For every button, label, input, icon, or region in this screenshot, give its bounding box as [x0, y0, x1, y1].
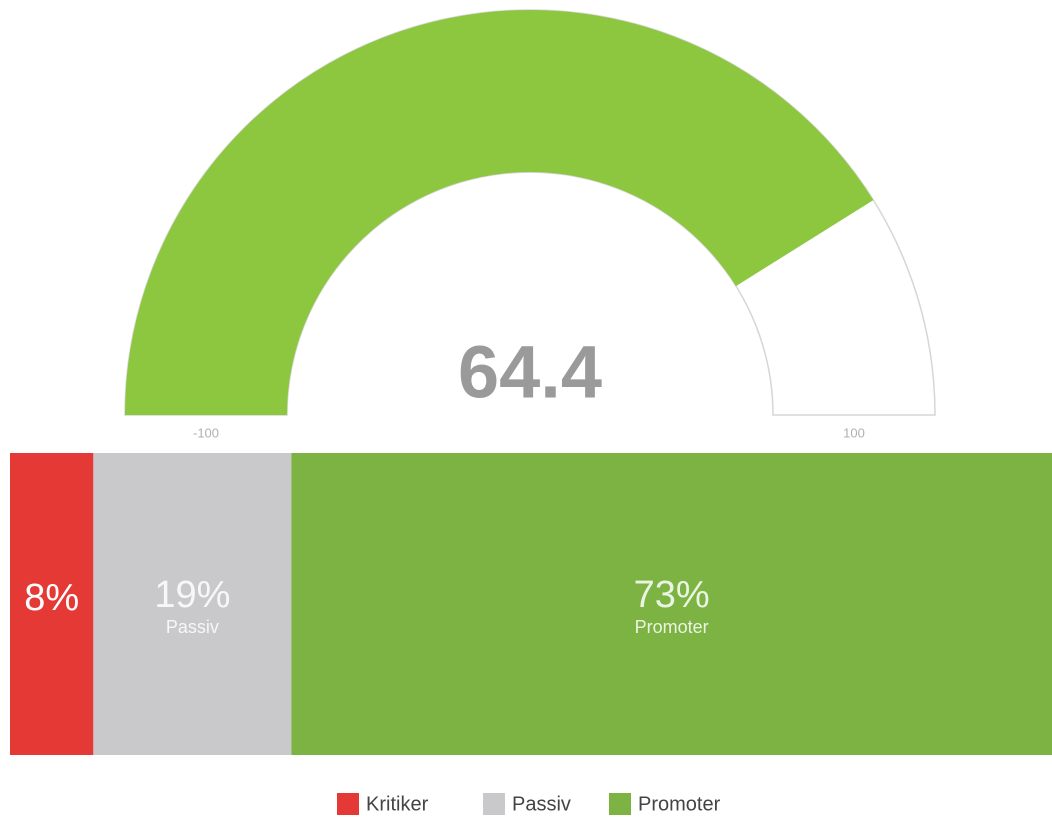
bar-segment [93, 453, 292, 755]
bar-segment [10, 453, 94, 755]
segment-value-label: 19% [154, 574, 230, 616]
segment-value-label: 73% [634, 574, 710, 616]
legend-swatch [337, 793, 359, 815]
gauge-fill [125, 9, 874, 416]
bar-segment [291, 453, 1052, 755]
segment-name-label: Promoter [635, 617, 709, 637]
legend-label: Passiv [512, 793, 571, 815]
legend-swatch [483, 793, 505, 815]
gauge-tick-label: -100 [193, 425, 219, 440]
segment-name-label: Passiv [166, 617, 219, 637]
legend-label: Promoter [638, 793, 721, 815]
legend-label: Kritiker [366, 793, 429, 815]
gauge-tick-label: 100 [843, 425, 865, 440]
segment-value-label: 8% [24, 577, 79, 619]
legend-swatch [609, 793, 631, 815]
gauge-value: 64.4 [458, 331, 602, 414]
